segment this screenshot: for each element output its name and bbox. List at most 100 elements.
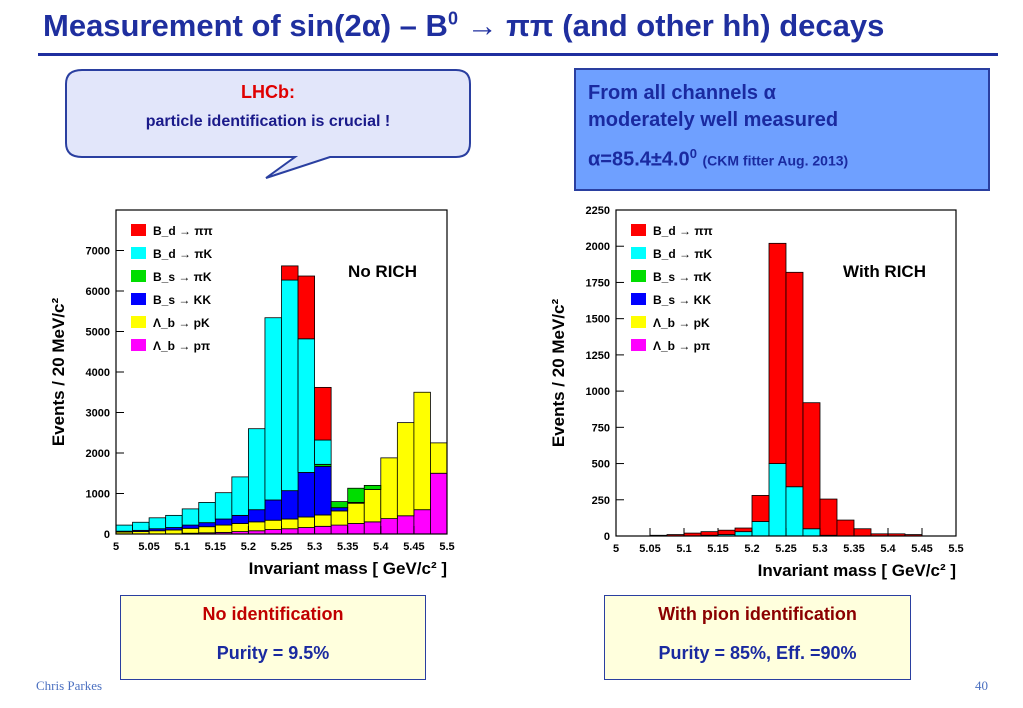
histogram-bar xyxy=(734,527,753,533)
histogram-bar xyxy=(264,317,282,501)
histogram-bar xyxy=(380,518,398,535)
histogram-bar xyxy=(297,338,315,473)
y-tick-label: 1000 xyxy=(586,386,610,398)
x-tick-label: 5.4 xyxy=(880,543,896,555)
x-tick-label: 5.2 xyxy=(744,543,759,555)
histogram-bar xyxy=(430,442,448,474)
y-tick-label: 0 xyxy=(104,529,110,541)
title-tail: → ππ (and other hh) decays xyxy=(457,8,885,43)
histogram-bar xyxy=(247,509,266,523)
histogram-bar xyxy=(700,531,719,536)
legend-label: B_d → ππ xyxy=(153,224,213,238)
title-superscript: 0 xyxy=(447,8,458,29)
histogram-bar xyxy=(734,531,753,537)
legend-label: B_d → πK xyxy=(653,247,713,261)
histogram-bar xyxy=(363,489,382,523)
histogram-bar xyxy=(430,472,448,535)
histogram-bar xyxy=(214,518,233,526)
legend-label: Λ_b → pπ xyxy=(653,339,710,353)
legend-label: B_s → KK xyxy=(653,293,711,307)
histogram-no-rich: 0 1000 2000 3000 4000 5000 6000 7000 5 5.05 5.1 5.1… xyxy=(49,209,455,578)
legend-swatch xyxy=(131,316,146,328)
x-tick-label: 5.45 xyxy=(911,543,932,555)
no-identification-purity: Purity = 9.5% xyxy=(216,643,330,663)
histogram-bar xyxy=(281,490,299,520)
histogram-bar xyxy=(247,521,266,532)
series-5 xyxy=(649,242,923,537)
histogram-bar xyxy=(363,484,382,490)
histogram-bar xyxy=(314,525,332,535)
histogram-bar xyxy=(751,521,770,537)
histogram-bar xyxy=(214,524,233,533)
x-tick-label: 5.25 xyxy=(775,543,796,555)
histogram-bar xyxy=(836,519,855,537)
y-tick-label: 1750 xyxy=(586,277,610,289)
x-tick-label: 5.2 xyxy=(241,541,256,553)
histogram-bar xyxy=(819,498,838,536)
pion-identification-purity: Purity = 85%, Eff. =90% xyxy=(658,643,857,663)
histogram-bar xyxy=(181,527,200,534)
x-axis-label: Invariant mass [ GeV/c² ] xyxy=(249,559,447,578)
histogram-bar xyxy=(314,465,332,516)
histogram-bar xyxy=(198,502,216,524)
title-main: Measurement of sin(2α) – B xyxy=(43,8,448,43)
histogram-bar xyxy=(347,523,365,535)
histogram-bar xyxy=(281,279,299,492)
series-5 xyxy=(281,265,332,441)
x-tick-label: 5.5 xyxy=(948,543,963,555)
histogram-bar xyxy=(330,501,349,509)
histogram-bar xyxy=(264,519,282,530)
x-tick-label: 5.3 xyxy=(307,541,322,553)
y-tick-label: 2250 xyxy=(586,205,610,217)
x-tick-label: 5.15 xyxy=(707,543,728,555)
histogram-bar xyxy=(231,514,249,524)
series-2 xyxy=(115,465,365,533)
histogram-bar xyxy=(297,472,315,518)
plot-annotation: With RICH xyxy=(843,262,926,281)
histogram-bar xyxy=(264,529,282,535)
legend-label: Λ_b → pπ xyxy=(153,339,210,353)
series-3 xyxy=(314,463,382,509)
alpha-value-degree: 0 xyxy=(689,146,697,161)
histogram-bar xyxy=(853,528,872,537)
histogram-bar xyxy=(413,509,431,535)
plot-annotation: No RICH xyxy=(348,262,417,281)
y-tick-label: 2000 xyxy=(586,241,610,253)
histogram-bar xyxy=(297,275,315,340)
histogram-bar xyxy=(413,391,431,511)
legend-label: B_d → πK xyxy=(153,247,213,261)
y-axis-label: Events / 20 MeV/c² xyxy=(549,298,568,447)
x-tick-label: 5.05 xyxy=(138,541,159,553)
histogram-bar xyxy=(198,522,216,528)
histogram-bar xyxy=(148,517,167,530)
no-identification-box: No identification Purity = 9.5% xyxy=(120,595,426,680)
histogram-bar xyxy=(198,526,216,534)
series-4 xyxy=(115,279,332,532)
legend-label: B_s → πK xyxy=(653,270,712,284)
alpha-line-1: From all channels α xyxy=(588,82,776,104)
legend-swatch xyxy=(131,247,146,259)
alpha-note: (CKM fitter Aug. 2013) xyxy=(702,152,849,169)
x-tick-label: 5.05 xyxy=(639,543,660,555)
title-underline xyxy=(38,53,998,56)
histogram-bar xyxy=(231,476,249,516)
x-tick-label: 5 xyxy=(613,543,619,555)
legend-swatch xyxy=(631,224,646,236)
histogram-bar xyxy=(347,487,365,503)
histogram-bar xyxy=(802,528,821,537)
histogram-with-rich: 0 250 500 750 1000 1250 1500 1750 2000 2250 5 5.05 5… xyxy=(549,205,964,580)
x-tick-label: 5.35 xyxy=(843,543,864,555)
y-tick-label: 5000 xyxy=(86,327,110,339)
histogram-bar xyxy=(380,457,398,520)
y-tick-label: 500 xyxy=(592,459,610,471)
legend-swatch xyxy=(631,293,646,305)
histogram-bar xyxy=(264,499,282,521)
y-tick-label: 250 xyxy=(592,495,610,507)
slide-title: Measurement of sin(2α) – B0 → ππ (and ot… xyxy=(43,8,1003,44)
legend-swatch xyxy=(131,224,146,236)
histogram-bar xyxy=(115,524,133,532)
legend-swatch xyxy=(631,270,646,282)
histogram-bar xyxy=(785,271,804,488)
x-tick-label: 5.25 xyxy=(271,541,292,553)
histogram-bar xyxy=(363,521,382,535)
